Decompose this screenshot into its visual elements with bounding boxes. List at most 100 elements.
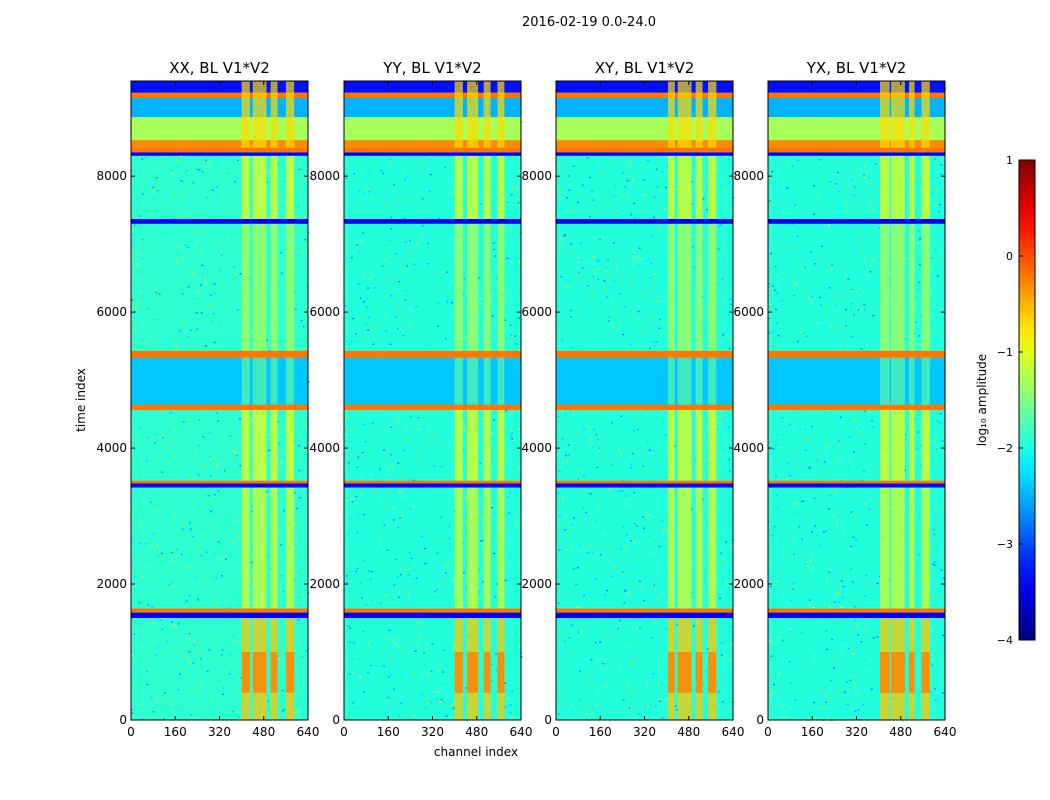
y-tick-label: 4000 (733, 441, 764, 455)
heatmap-band (344, 92, 521, 98)
burst-column-mid (454, 357, 463, 405)
burst-column-mid (241, 357, 250, 405)
burst-column (483, 487, 491, 609)
x-tick-label: 640 (722, 725, 745, 739)
colorbar-tick-label: −4 (997, 634, 1013, 647)
burst-column (668, 487, 675, 609)
y-tick-label: 0 (756, 713, 764, 727)
y-tick-label: 0 (332, 713, 340, 727)
heatmap-band (556, 152, 733, 156)
x-tick-label: 0 (764, 725, 772, 739)
heatmap-band (131, 357, 308, 405)
heatmap-band (768, 152, 945, 156)
heatmap-panel: XY, BL V1*V2 0 160 320 480 640 0 2000 4000 6000 80… (521, 59, 744, 739)
heatmap-band (344, 480, 521, 484)
heatmap-band (344, 350, 521, 358)
burst-column-mid (909, 357, 915, 405)
heatmap-band (131, 483, 308, 488)
heatmap-band (131, 147, 308, 153)
burst-column-mid (252, 357, 267, 405)
burst-column (454, 487, 463, 609)
burst-column (909, 155, 915, 219)
burst-column (241, 223, 250, 351)
heatmap-band (768, 97, 945, 118)
heatmap-band (556, 92, 733, 98)
burst-column (497, 223, 505, 351)
burst-column (483, 410, 491, 481)
burst-column (880, 410, 890, 481)
burst-column (708, 223, 717, 351)
burst-column (695, 410, 703, 481)
x-tick-label: 320 (633, 725, 656, 739)
heatmap-band (131, 117, 308, 141)
burst-column (880, 487, 890, 609)
burst-column (241, 487, 250, 609)
x-tick-label: 160 (164, 725, 187, 739)
burst-column-upper (467, 81, 479, 148)
heatmap-band (131, 140, 308, 148)
burst-column-upper (497, 81, 505, 148)
colorbar-label: log₁₀ amplitude (975, 354, 989, 446)
x-tick-label: 0 (552, 725, 560, 739)
burst-column-upper (695, 81, 703, 148)
burst-hotspot (921, 652, 930, 693)
heatmap-band (344, 81, 521, 93)
burst-column (497, 155, 505, 219)
heatmap-band (131, 97, 308, 118)
heatmap-band (131, 152, 308, 156)
heatmap-band (344, 117, 521, 141)
y-tick-label: 6000 (521, 305, 552, 319)
x-tick-label: 320 (208, 725, 231, 739)
heatmap-band (768, 218, 945, 224)
burst-column-mid (668, 357, 675, 405)
burst-column-upper (921, 81, 930, 148)
heatmap-band (131, 608, 308, 613)
burst-column-mid (285, 357, 295, 405)
burst-column-mid (891, 357, 905, 405)
burst-hotspot (891, 652, 905, 693)
y-tick-label: 8000 (521, 169, 552, 183)
heatmap-band (556, 218, 733, 224)
burst-column-mid (483, 357, 491, 405)
heatmap-band (768, 350, 945, 358)
y-tick-label: 8000 (96, 169, 127, 183)
heatmap-band (768, 480, 945, 484)
burst-column (285, 155, 295, 219)
heatmap-panel: YX, BL V1*V2 0 160 320 480 640 0 2000 4000 6000 80… (733, 59, 956, 739)
burst-column-mid (467, 357, 479, 405)
colorbar-tick-label: −3 (997, 538, 1013, 551)
burst-column (668, 155, 675, 219)
heatmap-band (768, 140, 945, 148)
burst-column (921, 487, 930, 609)
panel-title: YX, BL V1*V2 (806, 59, 907, 77)
heatmap-panel: XX, BL V1*V2 0 160 320 480 640 0 2000 4000 6000 80… (96, 59, 319, 739)
heatmap-band (344, 140, 521, 148)
x-tick-label: 640 (510, 725, 533, 739)
x-axis-label: channel index (434, 745, 518, 759)
y-tick-label: 4000 (521, 441, 552, 455)
burst-hotspot (454, 652, 463, 693)
burst-column (467, 487, 479, 609)
burst-column-mid (921, 357, 930, 405)
heatmap-band (768, 483, 945, 488)
burst-column (708, 487, 717, 609)
burst-column (270, 487, 278, 609)
y-axis-label: time index (74, 368, 88, 432)
heatmap-band (556, 350, 733, 358)
heatmap-band (131, 218, 308, 224)
heatmap-band (344, 152, 521, 156)
burst-column (483, 223, 491, 351)
burst-column-upper (454, 81, 463, 148)
burst-column (677, 410, 692, 481)
burst-column (454, 223, 463, 351)
burst-column (467, 223, 479, 351)
burst-hotspot (241, 652, 250, 693)
burst-column-upper (285, 81, 295, 148)
burst-column-upper (708, 81, 717, 148)
y-tick-label: 2000 (96, 577, 127, 591)
y-tick-label: 6000 (309, 305, 340, 319)
heatmap-band (556, 117, 733, 141)
heatmap-band (131, 404, 308, 411)
x-tick-label: 0 (127, 725, 135, 739)
burst-column (880, 223, 890, 351)
